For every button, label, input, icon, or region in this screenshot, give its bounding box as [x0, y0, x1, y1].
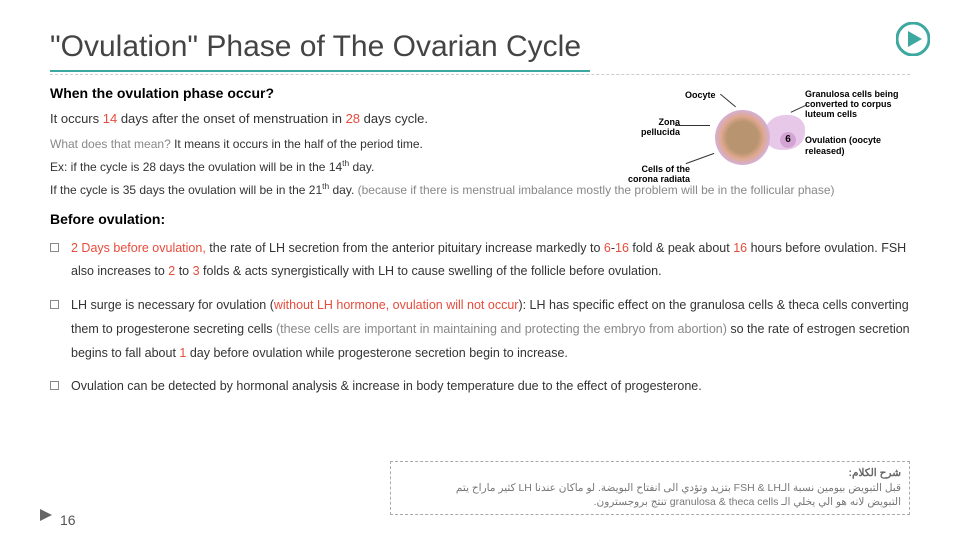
- diagram-step-number: 6: [780, 132, 796, 148]
- bullet-3: Ovulation can be detected by hormonal an…: [50, 375, 910, 399]
- arabic-title: شرح الكلام:: [399, 466, 901, 481]
- page-marker-icon: [40, 508, 52, 526]
- arabic-line-1: قبل التبويض بيومين نسبة الـFSH & LH بتزي…: [399, 481, 901, 496]
- before-heading: Before ovulation:: [50, 211, 910, 227]
- diagram-zona-label: Zona pellucida: [620, 118, 680, 138]
- diagram-granulosa-label: Granulosa cells being converted to corpu…: [805, 90, 915, 120]
- divider: [50, 74, 910, 75]
- diagram-corona-label: Cells of the corona radiata: [620, 165, 690, 185]
- bullet-box-icon: [50, 243, 59, 252]
- bullet-box-icon: [50, 381, 59, 390]
- page-number: 16: [60, 512, 76, 528]
- bullet-1: 2 Days before ovulation, the rate of LH …: [50, 237, 910, 285]
- ovulation-diagram: Oocyte Granulosa cells being converted t…: [615, 90, 920, 185]
- arabic-explanation: شرح الكلام: قبل التبويض بيومين نسبة الـF…: [390, 461, 910, 515]
- diagram-oocyte-label: Oocyte: [685, 90, 716, 100]
- diagram-ovulation-label: Ovulation (oocyte released): [805, 135, 915, 157]
- bullet-box-icon: [50, 300, 59, 309]
- arabic-line-2: التبويض لانه هو الي يخلي الـ granulosa &…: [399, 495, 901, 510]
- page-title: "Ovulation" Phase of The Ovarian Cycle: [50, 30, 910, 64]
- bullet-2: LH surge is necessary for ovulation (wit…: [50, 294, 910, 365]
- title-underline: [50, 70, 590, 72]
